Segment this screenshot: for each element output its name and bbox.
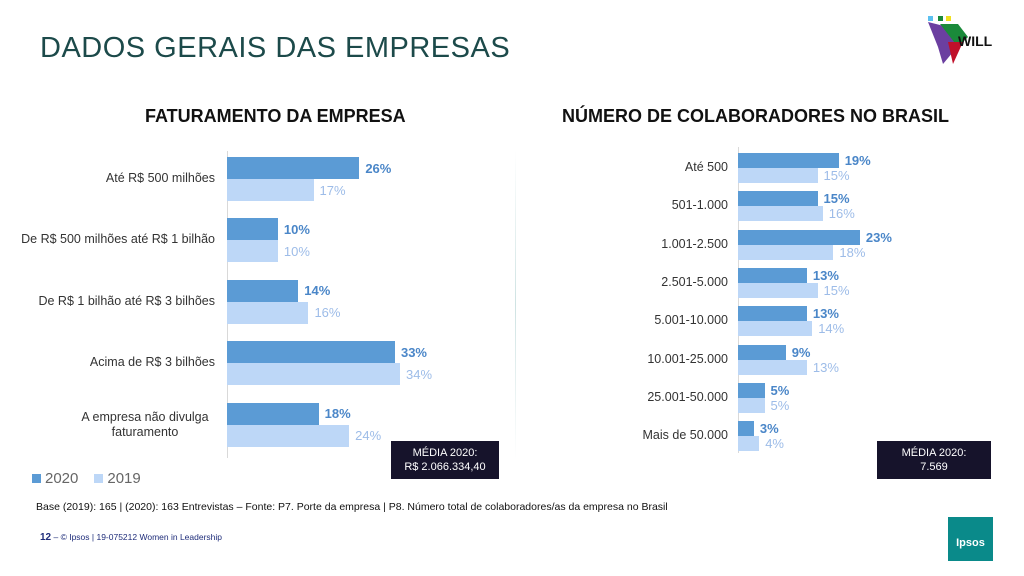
data-label-2019: 10% (283, 243, 310, 259)
bar-2020 (738, 306, 807, 322)
will-logo: WILL (918, 12, 998, 67)
data-label-2020: 5% (770, 382, 790, 398)
data-label-2020: 33% (400, 344, 427, 360)
footer: 12 – © Ipsos | 19-075212 Women in Leader… (40, 532, 223, 543)
bar-2019 (227, 179, 314, 201)
bar-2020 (227, 341, 395, 364)
data-label-2019: 24% (355, 428, 382, 444)
bar-2019 (738, 397, 765, 413)
category-label: Até 500 (684, 160, 728, 174)
data-label-2020: 9% (791, 344, 811, 360)
ipsos-logo: Ipsos (948, 517, 993, 561)
media-value: R$ 2.066.334,40 (404, 461, 486, 473)
media-label: MÉDIA 2020: (901, 447, 967, 459)
bar-2019 (738, 436, 760, 452)
category-label: Acima de R$ 3 bilhões (89, 355, 215, 370)
bar-2020 (738, 382, 765, 398)
bar-2020 (227, 279, 299, 302)
bar-2020 (738, 191, 818, 207)
data-label-2019: 34% (406, 366, 433, 382)
data-label-2020: 19% (844, 153, 871, 168)
axis-line (738, 147, 739, 454)
bar-2019 (227, 240, 278, 263)
chart-title: NÚMERO DE COLABORADORES NO BRASIL (562, 106, 950, 126)
category-label: 2.501-5.000 (661, 274, 728, 289)
chart-title: FATURAMENTO DA EMPRESA (145, 106, 406, 126)
data-label-2019: 15% (823, 282, 850, 298)
category-label: A empresa não divulga faturamento (81, 409, 209, 439)
data-label-2019: 17% (319, 182, 346, 198)
data-label-2020: 14% (304, 283, 331, 299)
media-label: MÉDIA 2020: (412, 447, 478, 459)
data-label-2020: 23% (865, 229, 892, 245)
bar-2019 (738, 321, 813, 337)
bar-2020 (738, 267, 807, 283)
data-label-2020: 13% (812, 267, 839, 283)
data-label-2019: 14% (818, 321, 845, 337)
bar-2020 (738, 229, 860, 245)
data-label-2019: 13% (812, 359, 839, 375)
category-label: 10.001-25.000 (647, 351, 728, 366)
category-label: 1.001-2.500 (661, 236, 728, 251)
category-label: De R$ 1 bilhão até R$ 3 bilhões (38, 293, 215, 308)
category-label: 25.001-50.000 (647, 389, 728, 404)
category-label: 5.001-10.000 (654, 313, 728, 328)
base-note: Base (2019): 165 | (2020): 163 Entrevist… (36, 501, 668, 513)
bar-2019 (738, 282, 818, 298)
bar-2019 (227, 363, 401, 386)
data-label-2019: 16% (828, 206, 855, 222)
category-label: De R$ 500 milhões até R$ 1 bilhão (21, 232, 215, 247)
category-label: Mais de 50.000 (642, 428, 728, 443)
data-label-2019: 5% (770, 397, 790, 413)
bar-2020 (227, 218, 278, 241)
bar-2020 (738, 344, 786, 360)
data-label-2020: 13% (812, 306, 839, 322)
bar-2020 (227, 157, 360, 179)
bar-2019 (738, 359, 807, 375)
data-label-2020: 18% (324, 406, 351, 422)
bar-2019 (227, 424, 350, 447)
category-label: Até R$ 500 milhões (105, 171, 215, 185)
divider (515, 150, 516, 460)
bar-2019 (738, 168, 818, 183)
legend-2020: 2020 (32, 470, 78, 487)
bar-2019 (738, 206, 823, 222)
bar-2019 (738, 244, 834, 260)
media-box: MÉDIA 2020: 7.569 (877, 441, 991, 479)
data-label-2020: 3% (759, 421, 779, 437)
bar-2020 (227, 402, 319, 425)
bar-2020 (738, 421, 754, 437)
category-label: 501-1.000 (671, 198, 728, 213)
data-label-2020: 15% (823, 191, 850, 207)
data-label-2019: 18% (839, 244, 866, 260)
svg-text:WILL: WILL (958, 33, 993, 49)
data-label-2019: 15% (823, 168, 850, 183)
media-value: 7.569 (920, 461, 948, 473)
data-label-2020: 10% (283, 221, 310, 237)
media-box: MÉDIA 2020: R$ 2.066.334,40 (391, 441, 499, 479)
bar-2020 (738, 153, 839, 168)
data-label-2020: 26% (365, 160, 392, 176)
bar-2019 (227, 301, 309, 324)
page-title: DADOS GERAIS DAS EMPRESAS (40, 32, 511, 64)
legend: 2020 2019 (32, 470, 141, 487)
data-label-2019: 4% (765, 436, 784, 452)
legend-2019: 2019 (94, 470, 141, 487)
data-label-2019: 16% (314, 305, 341, 321)
